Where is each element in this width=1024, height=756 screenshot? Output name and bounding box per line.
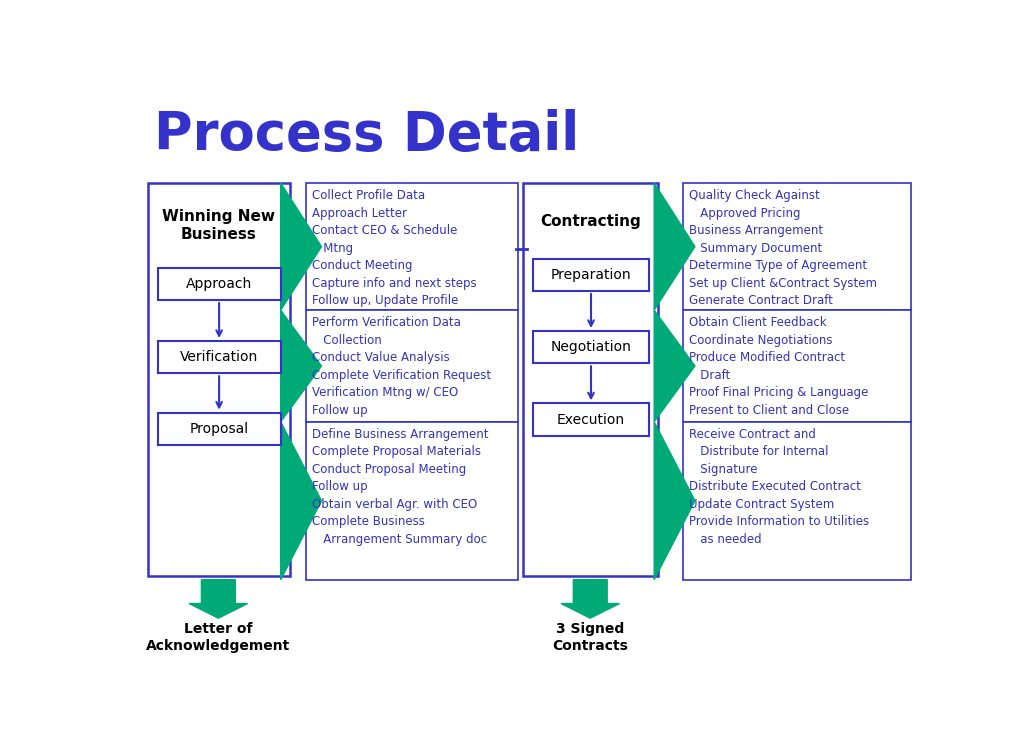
Polygon shape [654, 183, 695, 310]
FancyBboxPatch shape [523, 183, 658, 576]
FancyBboxPatch shape [534, 404, 649, 435]
Text: Perform Verification Data
   Collection
Conduct Value Analysis
Complete Verifica: Perform Verification Data Collection Con… [311, 316, 490, 417]
Text: Winning New
Business: Winning New Business [162, 209, 275, 242]
FancyBboxPatch shape [534, 259, 649, 291]
Polygon shape [654, 310, 695, 422]
Text: Process Detail: Process Detail [154, 110, 579, 161]
FancyBboxPatch shape [683, 422, 911, 580]
FancyBboxPatch shape [158, 268, 281, 300]
Text: Collect Profile Data
Approach Letter
Contact CEO & Schedule
   Mtng
Conduct Meet: Collect Profile Data Approach Letter Con… [311, 189, 476, 307]
FancyBboxPatch shape [683, 310, 911, 422]
FancyBboxPatch shape [683, 183, 911, 310]
Polygon shape [654, 422, 695, 580]
Polygon shape [561, 580, 620, 618]
FancyBboxPatch shape [147, 183, 290, 576]
FancyBboxPatch shape [306, 310, 518, 422]
FancyBboxPatch shape [158, 413, 281, 445]
Text: Contracting: Contracting [541, 214, 641, 229]
Text: 3 Signed
Contracts: 3 Signed Contracts [552, 622, 628, 652]
Polygon shape [281, 183, 322, 310]
FancyBboxPatch shape [306, 422, 518, 580]
Text: Execution: Execution [557, 413, 625, 426]
Text: Proposal: Proposal [189, 422, 249, 435]
Text: Quality Check Against
   Approved Pricing
Business Arrangement
   Summary Docume: Quality Check Against Approved Pricing B… [689, 189, 877, 307]
Text: Preparation: Preparation [551, 268, 632, 282]
Text: Define Business Arrangement
Complete Proposal Materials
Conduct Proposal Meeting: Define Business Arrangement Complete Pro… [311, 428, 488, 546]
Text: Letter of
Acknowledgement: Letter of Acknowledgement [146, 622, 291, 652]
FancyBboxPatch shape [306, 183, 518, 310]
Text: Obtain Client Feedback
Coordinate Negotiations
Produce Modified Contract
   Draf: Obtain Client Feedback Coordinate Negoti… [689, 316, 868, 417]
FancyBboxPatch shape [158, 341, 281, 373]
Polygon shape [281, 310, 322, 422]
Text: Receive Contract and
   Distribute for Internal
   Signature
Distribute Executed: Receive Contract and Distribute for Inte… [689, 428, 869, 546]
Polygon shape [281, 422, 322, 580]
FancyBboxPatch shape [534, 331, 649, 364]
Text: Approach: Approach [186, 277, 252, 291]
Polygon shape [189, 580, 248, 618]
Text: Negotiation: Negotiation [551, 340, 632, 354]
Text: Verification: Verification [180, 350, 258, 364]
